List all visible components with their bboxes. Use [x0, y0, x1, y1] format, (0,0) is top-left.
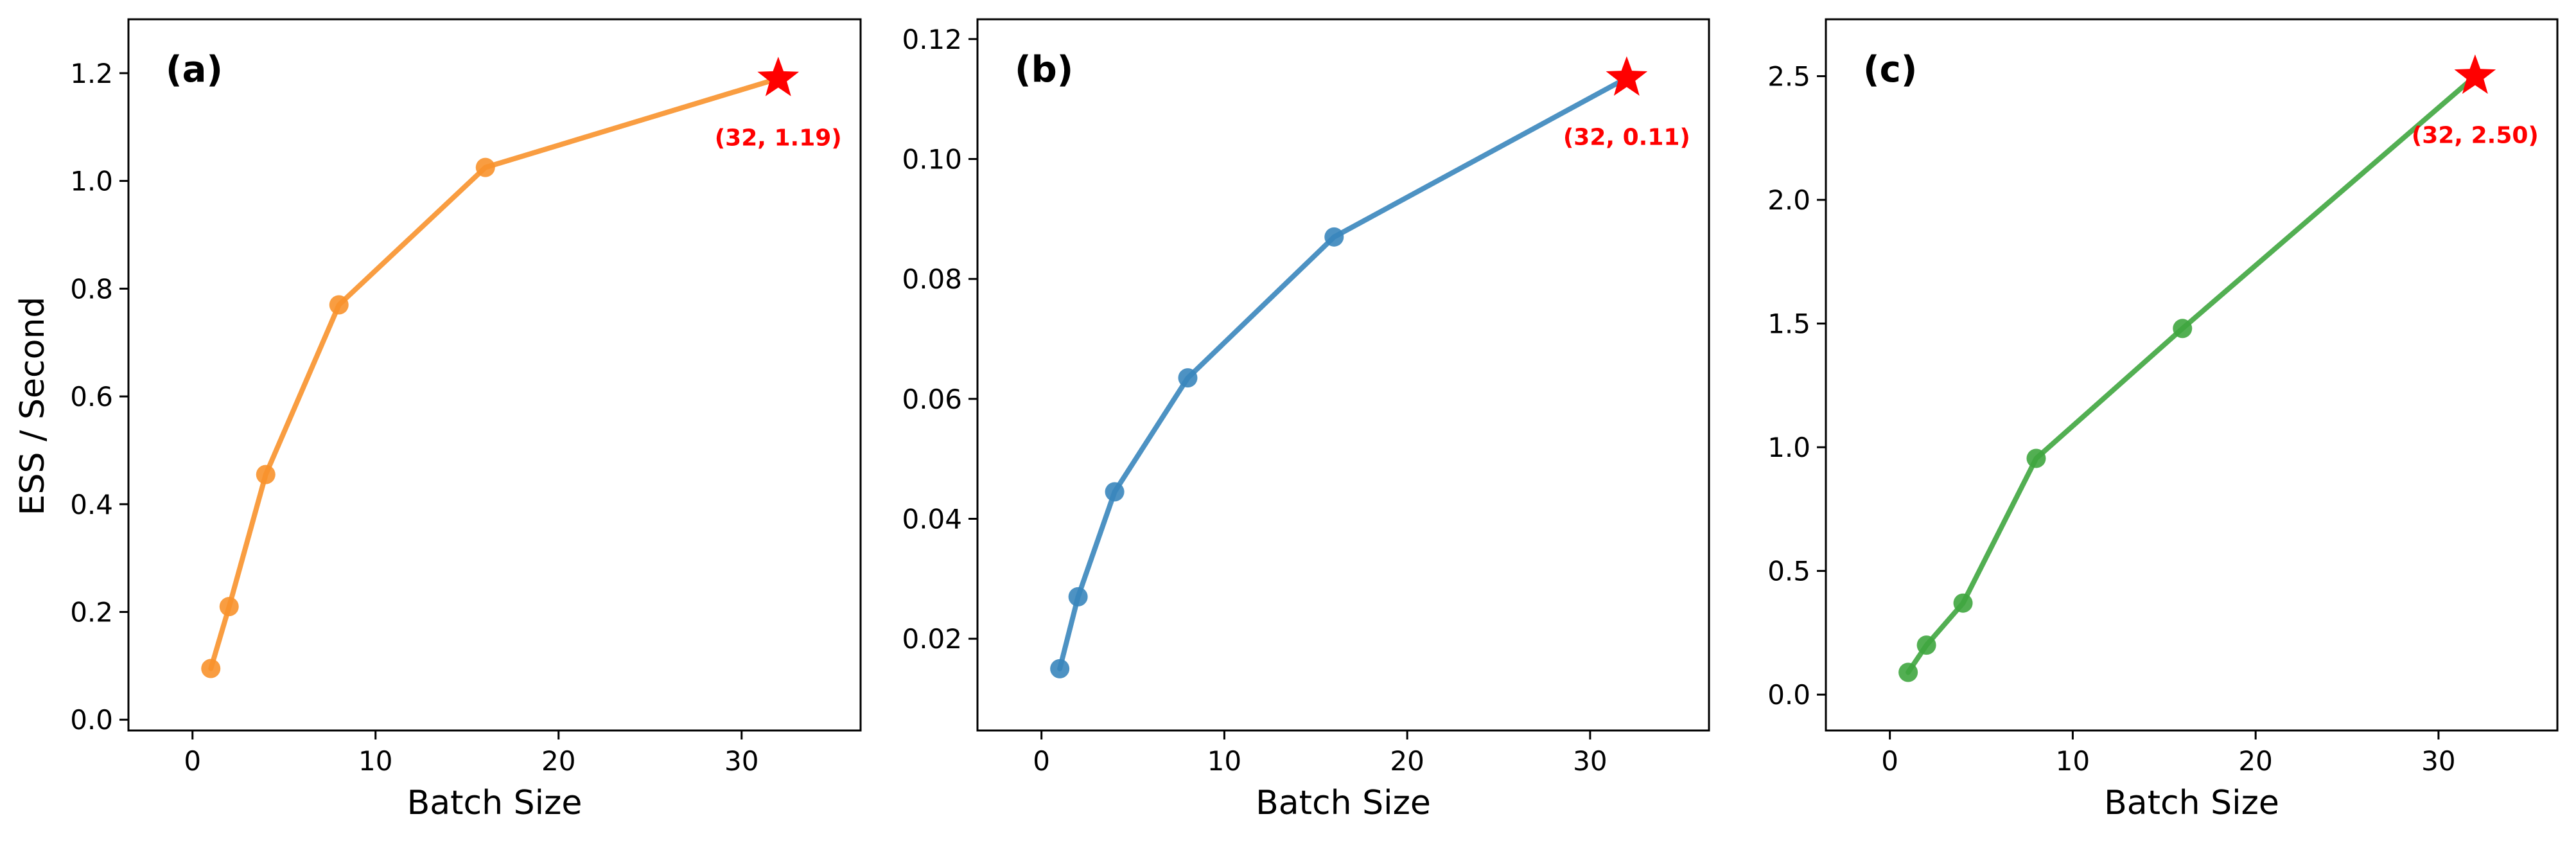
highlight-star-marker — [757, 57, 800, 96]
data-point — [475, 157, 495, 177]
y-tick-label: 0.0 — [70, 704, 113, 736]
highlight-annotation: (32, 0.11) — [1563, 124, 1690, 150]
y-tick-label: 1.0 — [1767, 432, 1810, 463]
y-tick-label: 0.06 — [902, 384, 962, 415]
y-tick-label: 2.5 — [1767, 61, 1810, 93]
data-point — [219, 597, 239, 617]
y-tick-label: 0.08 — [902, 263, 962, 295]
y-tick-label: 1.0 — [70, 166, 113, 197]
data-point — [1178, 368, 1198, 388]
data-point — [1916, 635, 1936, 655]
y-tick-label: 0.8 — [70, 273, 113, 305]
data-point — [2026, 448, 2046, 468]
x-tick-label: 20 — [2238, 745, 2272, 777]
chart-panel-c: 0 10 20 30 0.0 0.5 1.0 1.5 2.0 2.5 Batch Size (c) (3… — [1767, 18, 2559, 822]
y-tick-label: 0.6 — [70, 381, 113, 412]
y-tick-label: 0.5 — [1767, 556, 1810, 587]
data-point — [1050, 659, 1070, 678]
x-tick-label: 30 — [2421, 745, 2455, 777]
x-tick-label: 20 — [541, 745, 575, 777]
x-tick-label: 20 — [1390, 745, 1424, 777]
data-point — [201, 659, 221, 678]
data-point — [1953, 593, 1973, 613]
panel-label: (a) — [166, 49, 223, 91]
data-point — [1324, 227, 1344, 247]
y-tick-label: 0.12 — [902, 24, 962, 55]
y-tick-label: 0.02 — [902, 623, 962, 655]
data-point — [1068, 587, 1088, 606]
axes-frame — [976, 18, 1710, 732]
chart-panel-a: 0 10 20 30 0.0 0.2 0.4 0.6 0.8 1.0 1.2 Batch Size (a… — [70, 18, 862, 822]
y-tick-label: 1.2 — [70, 58, 113, 89]
y-tick-label: 0.2 — [70, 597, 113, 628]
panel-label: (c) — [1863, 49, 1917, 91]
y-tick-label: 0.4 — [70, 489, 113, 520]
x-tick-label: 10 — [358, 745, 392, 777]
highlight-star-marker — [1606, 56, 1648, 96]
chart-panel-b: 0 10 20 30 0.02 0.04 0.06 0.08 0.10 0.12 Batch Siz… — [902, 18, 1710, 822]
x-tick-label: 0 — [1881, 745, 1898, 777]
data-point — [1898, 662, 1918, 682]
y-tick-label: 0.0 — [1767, 679, 1810, 711]
axes-frame — [127, 18, 862, 732]
y-tick-label: 2.0 — [1767, 184, 1810, 216]
shared-y-axis-label: ESS / Second — [13, 297, 52, 516]
data-point — [256, 465, 276, 484]
x-axis-label: Batch Size — [1256, 784, 1431, 822]
y-tick-label: 0.10 — [902, 143, 962, 175]
x-tick-label: 10 — [1207, 745, 1241, 777]
panel-label: (b) — [1015, 49, 1073, 91]
data-point — [2173, 319, 2193, 339]
x-tick-label: 10 — [2056, 745, 2090, 777]
highlight-annotation: (32, 2.50) — [2412, 123, 2539, 149]
axes-frame — [1825, 18, 2559, 732]
y-tick-label: 0.04 — [902, 504, 962, 535]
series-line — [208, 76, 781, 671]
data-point — [329, 295, 349, 315]
series-line — [1057, 75, 1629, 671]
data-point — [1105, 482, 1125, 502]
x-tick-label: 30 — [724, 745, 758, 777]
x-axis-label: Batch Size — [2104, 784, 2279, 822]
y-tick-label: 1.5 — [1767, 308, 1810, 340]
x-tick-label: 0 — [1033, 745, 1050, 777]
x-tick-label: 0 — [184, 745, 201, 777]
x-tick-label: 30 — [1573, 745, 1607, 777]
highlight-annotation: (32, 1.19) — [715, 125, 842, 151]
x-axis-label: Batch Size — [407, 784, 583, 822]
highlight-star-marker — [2454, 54, 2496, 94]
